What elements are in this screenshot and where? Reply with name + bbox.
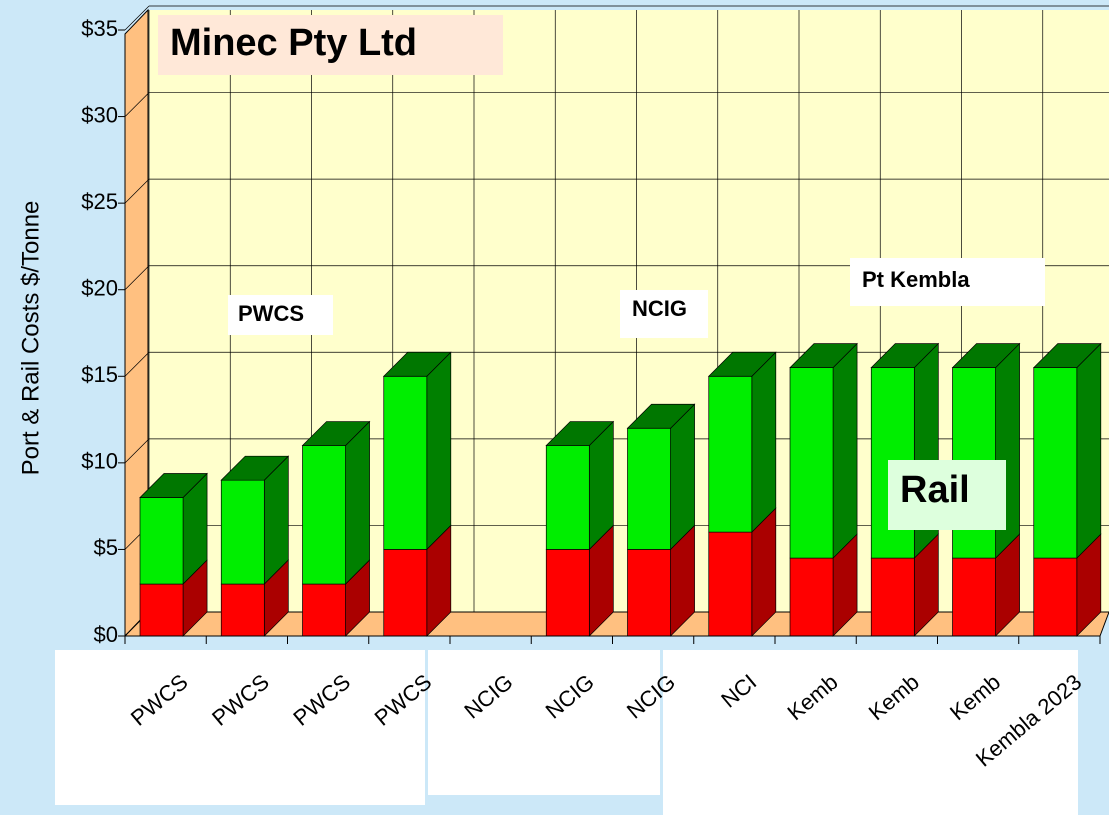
annotation: Pt Kembla (862, 267, 970, 292)
label-box (663, 650, 1078, 815)
grid-line (124, 352, 150, 377)
annotation-box (620, 290, 708, 338)
bar (708, 531, 753, 637)
bar-top (139, 473, 208, 498)
bar-top (789, 343, 858, 368)
bar (627, 427, 671, 550)
grid-line (124, 438, 150, 464)
bar-top (382, 351, 452, 377)
annotation: Rail (900, 469, 970, 511)
bar (1033, 557, 1078, 637)
bar-top (626, 403, 696, 429)
bar-side (1076, 342, 1102, 559)
y-tick-label: $5 (94, 535, 118, 560)
bar (220, 479, 265, 585)
title-box (158, 15, 503, 75)
bar (545, 549, 590, 637)
bar-top (870, 343, 940, 368)
y-tick-label: $10 (81, 449, 118, 474)
bar-top (545, 421, 615, 446)
y-tick-label: $0 (94, 622, 118, 647)
grid-line (124, 5, 150, 31)
bar (220, 583, 265, 637)
annotation: PWCS (238, 301, 304, 326)
bar (952, 557, 996, 637)
bar (383, 375, 428, 550)
annotation-box (888, 460, 1006, 530)
bar (627, 549, 671, 637)
y-axis-label: Port & Rail Costs $/Tonne (17, 201, 44, 476)
bar (139, 583, 184, 637)
grid-line (124, 265, 150, 290)
bar-top (301, 421, 371, 446)
bar-side (670, 403, 695, 551)
annotation-box (850, 258, 1045, 306)
bar (139, 497, 184, 585)
grid-line (124, 92, 150, 117)
bar (789, 367, 834, 559)
y-tick-label: $30 (81, 102, 118, 127)
bar-top (707, 351, 777, 377)
bar (789, 557, 834, 637)
annotation-box (228, 295, 333, 335)
label-box (428, 650, 660, 795)
bar-side (426, 351, 452, 551)
bar (870, 557, 915, 637)
bar (383, 549, 428, 637)
chart-title: Minec Pty Ltd (170, 22, 417, 64)
bar (545, 445, 590, 550)
bar-side (832, 342, 858, 559)
bar (708, 375, 753, 533)
bar (302, 583, 346, 637)
bar-side (345, 420, 370, 585)
annotation: NCIG (632, 296, 687, 321)
y-tick-label: $15 (81, 362, 118, 387)
y-tick-label: $35 (81, 16, 118, 41)
grid-line (124, 178, 150, 204)
bar (1033, 367, 1078, 559)
label-box (55, 650, 425, 805)
bar-top (1032, 343, 1102, 368)
y-tick-label: $20 (81, 276, 118, 301)
bar-top (220, 455, 290, 481)
y-tick-label: $25 (81, 189, 118, 214)
bar (302, 445, 346, 585)
bar-top (951, 343, 1021, 368)
bar-side (751, 351, 777, 533)
